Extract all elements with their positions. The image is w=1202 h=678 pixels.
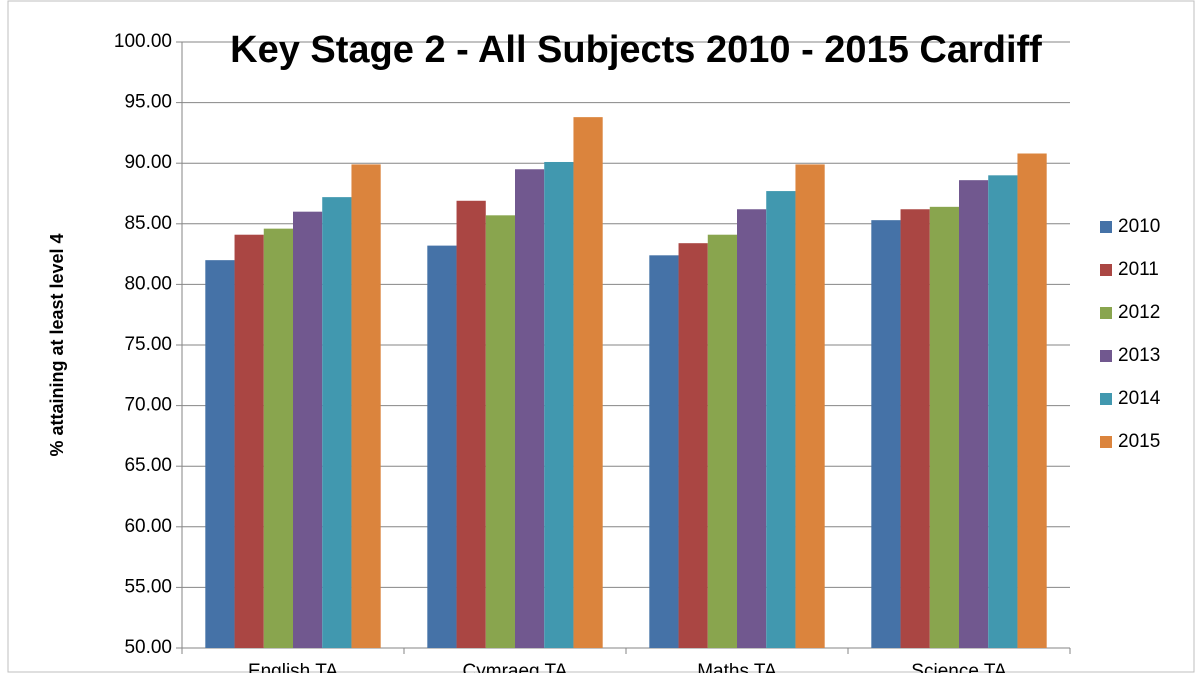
bar [322,197,352,649]
x-tick-label: Science TA [911,661,1007,673]
y-tick-label: 80.00 [124,273,172,294]
legend-label: 2014 [1118,388,1161,409]
bar [795,164,825,649]
y-tick-label: 65.00 [124,455,172,476]
chart-title: Key Stage 2 - All Subjects 2010 - 2015 C… [230,29,1042,71]
bar [427,245,457,648]
x-tick-label: Cymraeg TA [463,661,568,673]
bar [766,191,796,649]
bar [293,211,323,648]
y-tick-label: 90.00 [124,152,172,173]
bar [544,161,574,648]
legend-swatch [1100,393,1112,405]
bar [649,255,679,648]
bar [456,200,486,648]
bar [205,260,235,648]
legend-label: 2010 [1118,216,1160,237]
bar [737,209,767,649]
legend-swatch [1100,221,1112,233]
bar [515,169,545,648]
bar [900,209,930,649]
bar [929,206,959,648]
y-tick-label: 95.00 [124,92,172,113]
bar [485,215,515,649]
y-axis-label: % attaining at least level 4 [47,233,67,456]
legend-swatch [1100,307,1112,319]
bar [1017,153,1047,648]
y-tick-label: 100.00 [114,31,172,52]
bar [871,220,901,648]
legend-swatch [1100,264,1112,276]
y-tick-label: 70.00 [124,395,172,416]
legend-label: 2015 [1118,431,1160,452]
legend-swatch [1100,350,1112,362]
bar [573,117,603,649]
y-tick-label: 60.00 [124,516,172,537]
bar [263,228,293,648]
y-tick-label: 85.00 [124,213,172,234]
bar [707,234,737,648]
bar [988,175,1018,648]
x-tick-label: Maths TA [697,661,777,673]
y-tick-label: 75.00 [124,334,172,355]
bar [959,180,989,648]
bar [234,234,264,648]
y-tick-label: 55.00 [124,576,172,597]
legend-swatch [1100,436,1112,448]
legend-label: 2011 [1118,259,1159,280]
x-tick-label: English TA [248,661,338,673]
legend-label: 2012 [1118,302,1160,323]
y-tick-label: 50.00 [124,637,172,658]
bar [351,164,381,649]
legend-label: 2013 [1118,345,1160,366]
bar [678,243,708,648]
